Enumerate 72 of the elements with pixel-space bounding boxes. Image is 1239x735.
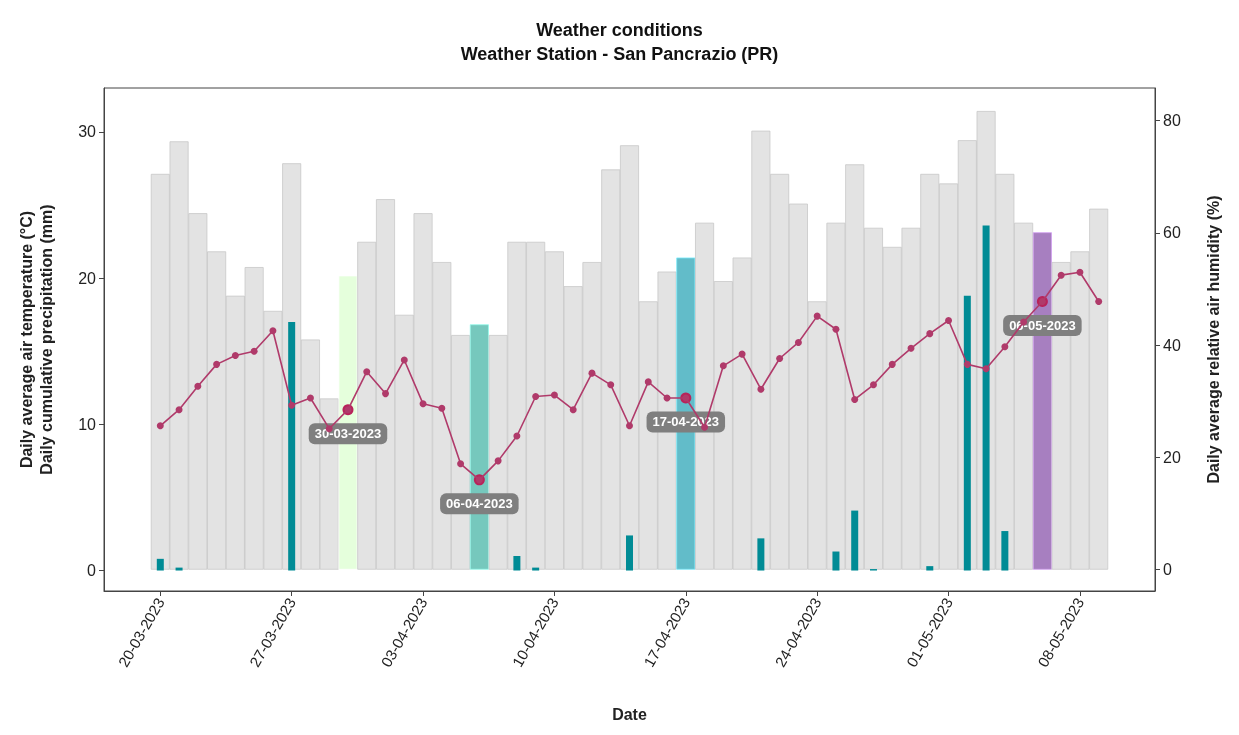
chart-subtitle: Weather Station - San Pancrazio (PR)	[460, 44, 779, 64]
annotation: 06-05-2023	[1009, 317, 1076, 333]
point	[382, 390, 390, 398]
bar	[532, 567, 540, 571]
x-axis-title: Date	[612, 705, 647, 723]
bar	[963, 295, 971, 571]
bar	[926, 566, 934, 571]
point	[644, 378, 652, 386]
point	[1057, 271, 1065, 279]
bar	[832, 551, 840, 571]
point	[963, 360, 971, 368]
point	[888, 360, 896, 368]
point	[156, 422, 164, 430]
point	[306, 394, 314, 402]
point	[1076, 268, 1084, 276]
point	[569, 406, 577, 414]
bar	[513, 555, 521, 571]
point	[250, 347, 258, 355]
point	[363, 368, 371, 376]
y2-tick-label: 0	[1163, 561, 1172, 579]
point	[813, 312, 821, 320]
annotation: 30-03-2023	[314, 426, 382, 442]
annotation: 06-04-2023	[446, 496, 513, 512]
point	[738, 350, 746, 358]
bar	[1001, 531, 1009, 571]
point	[794, 338, 802, 346]
bar	[156, 558, 164, 571]
point	[926, 330, 934, 338]
y-tick-label: 20	[78, 269, 97, 287]
point	[457, 460, 465, 468]
bar	[757, 538, 765, 571]
y2-tick-label: 80	[1163, 112, 1181, 130]
y-tick-label: 30	[78, 123, 97, 141]
point	[982, 365, 990, 373]
point	[869, 381, 877, 389]
point	[757, 385, 765, 393]
point	[494, 457, 502, 465]
y-axis-title: Daily average air temperature (°C) Daily cumulative precipitation (mm)	[17, 204, 55, 475]
point	[175, 406, 183, 414]
y2-tick-label: 60	[1163, 224, 1181, 242]
chart-title: Weather conditions	[536, 20, 703, 40]
point	[945, 316, 953, 324]
point	[194, 382, 202, 390]
point	[438, 404, 446, 412]
bar	[851, 510, 859, 571]
y2-tick-label: 40	[1163, 336, 1181, 354]
point	[607, 381, 615, 389]
point	[400, 356, 408, 364]
point	[1001, 343, 1009, 351]
point	[776, 355, 784, 363]
point	[550, 391, 558, 399]
point	[907, 344, 915, 352]
y2-axis-title: Daily average relative air humidity (%)	[1204, 195, 1222, 484]
bar	[626, 535, 633, 571]
point	[832, 325, 840, 333]
point	[231, 352, 239, 360]
bar	[175, 567, 183, 571]
y-tick-label: 10	[78, 415, 97, 433]
point	[626, 422, 633, 430]
y2-tick-label: 20	[1163, 448, 1181, 466]
y-tick-label: 0	[87, 562, 97, 580]
point	[851, 395, 859, 403]
point	[1095, 297, 1103, 305]
point	[213, 360, 221, 368]
point	[719, 362, 727, 370]
point	[288, 401, 296, 409]
bar	[982, 225, 990, 571]
bar	[288, 321, 296, 571]
point	[419, 400, 427, 408]
point	[269, 327, 277, 335]
point	[532, 393, 540, 401]
annotation: 17-04-2023	[652, 414, 720, 430]
